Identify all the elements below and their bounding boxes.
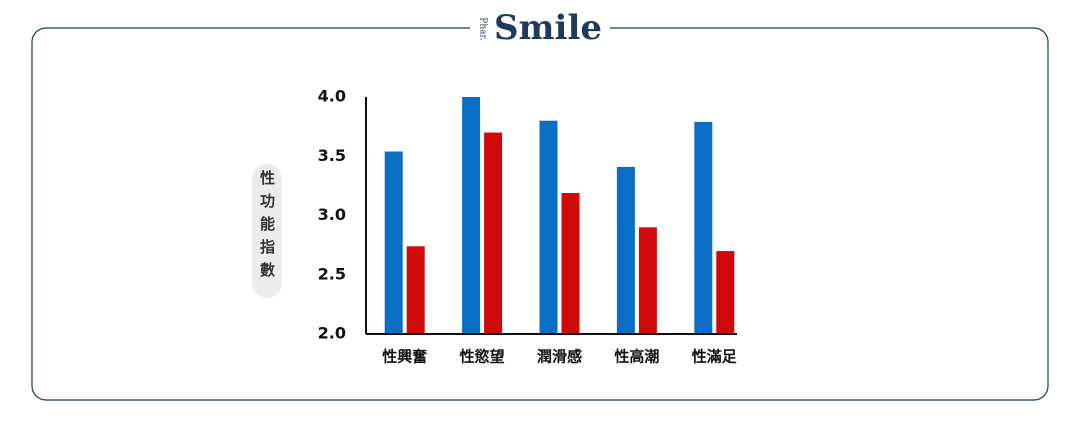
y-tick-label: 2.5 — [318, 264, 346, 283]
bar — [539, 120, 558, 334]
y-label-pill — [252, 164, 282, 298]
y-tick-label: 3.0 — [318, 205, 346, 224]
bar — [384, 151, 403, 334]
logo: Smile — [494, 8, 602, 48]
bar — [694, 121, 713, 334]
y-tick-label: 4.0 — [318, 87, 346, 106]
x-tick-label: 潤滑感 — [537, 348, 582, 366]
x-tick-label: 性興奮 — [382, 348, 427, 366]
logo-prefix: Phar. — [478, 17, 488, 41]
bar — [561, 192, 580, 334]
bar — [484, 132, 503, 334]
y-axis-label: 性功能指數 — [258, 169, 276, 285]
y-tick-label: 2.0 — [318, 324, 346, 343]
bar — [616, 166, 635, 334]
bar — [462, 97, 481, 334]
bar — [406, 246, 425, 334]
x-tick-label: 性滿足 — [692, 348, 738, 366]
logo-backdrop — [470, 10, 610, 46]
x-tick-label: 性高潮 — [614, 348, 659, 366]
y-tick-label: 3.5 — [318, 146, 346, 165]
bar — [716, 251, 735, 334]
x-tick-label: 性慾望 — [460, 348, 505, 366]
bar — [638, 227, 657, 334]
